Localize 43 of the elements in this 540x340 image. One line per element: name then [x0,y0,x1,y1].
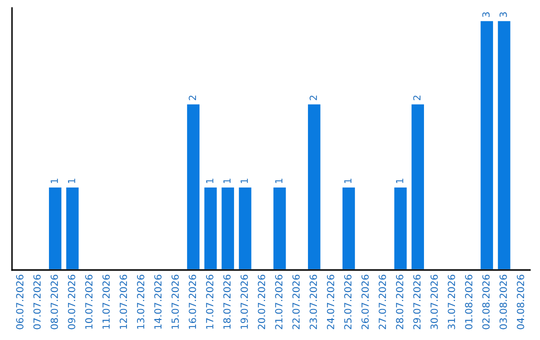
data-label: 2 [413,96,420,100]
x-tick-label: 12.07.2026 [120,274,128,329]
x-tick-label: 03.08.2026 [500,274,507,330]
x-tick-label: 24.07.2026 [326,274,334,330]
data-label: 1 [344,178,352,183]
x-tick-label: 18.07.2026 [223,274,231,329]
x-tick-label: 10.07.2026 [85,274,93,329]
x-tick-label: 20.07.2026 [258,274,266,330]
x-tick-label: 13.07.2026 [136,274,144,329]
x-tick-label: 14.07.2026 [154,274,162,329]
x-tick-label: 31.07.2026 [448,274,456,330]
data-label: 2 [310,96,317,100]
data-label: 3 [482,12,490,17]
data-label: 2 [188,96,196,100]
x-tick-label: 23.07.2026 [310,274,317,330]
x-tick-label: 06.07.2026 [16,274,24,330]
data-label: 1 [50,178,58,183]
x-tick-label: 21.07.2026 [275,274,282,330]
data-label: 3 [500,12,507,17]
x-tick-label: 26.07.2026 [361,274,369,330]
x-tick-label: 09.07.2026 [68,274,76,330]
x-tick-label: 22.07.2026 [292,274,300,330]
data-label: 1 [223,178,231,183]
x-tick-label: 16.07.2026 [188,274,196,329]
x-tick-label: 11.07.2026 [102,274,110,329]
x-tick-label: 04.08.2026 [516,274,524,330]
x-tick-label: 27.07.2026 [378,274,386,330]
data-label: 1 [206,178,214,183]
data-label: 1 [68,178,76,183]
data-label: 1 [275,178,282,183]
x-tick-label: 25.07.2026 [344,274,352,330]
data-label: 1 [240,178,248,183]
x-tick-label: 17.07.2026 [206,274,214,329]
x-tick-label: 07.07.2026 [33,274,41,330]
x-tick-label: 19.07.2026 [240,274,248,329]
x-tick-label: 30.07.2026 [430,274,438,330]
x-tick-label: 29.07.2026 [413,274,421,330]
data-label: 1 [396,178,404,183]
x-tick-label: 28.07.2026 [396,274,404,330]
x-tick-label: 08.07.2026 [50,274,58,330]
x-tick-label: 15.07.2026 [172,274,179,329]
x-tick-label: 02.08.2026 [482,274,490,330]
x-tick-label: 01.08.2026 [465,274,472,330]
